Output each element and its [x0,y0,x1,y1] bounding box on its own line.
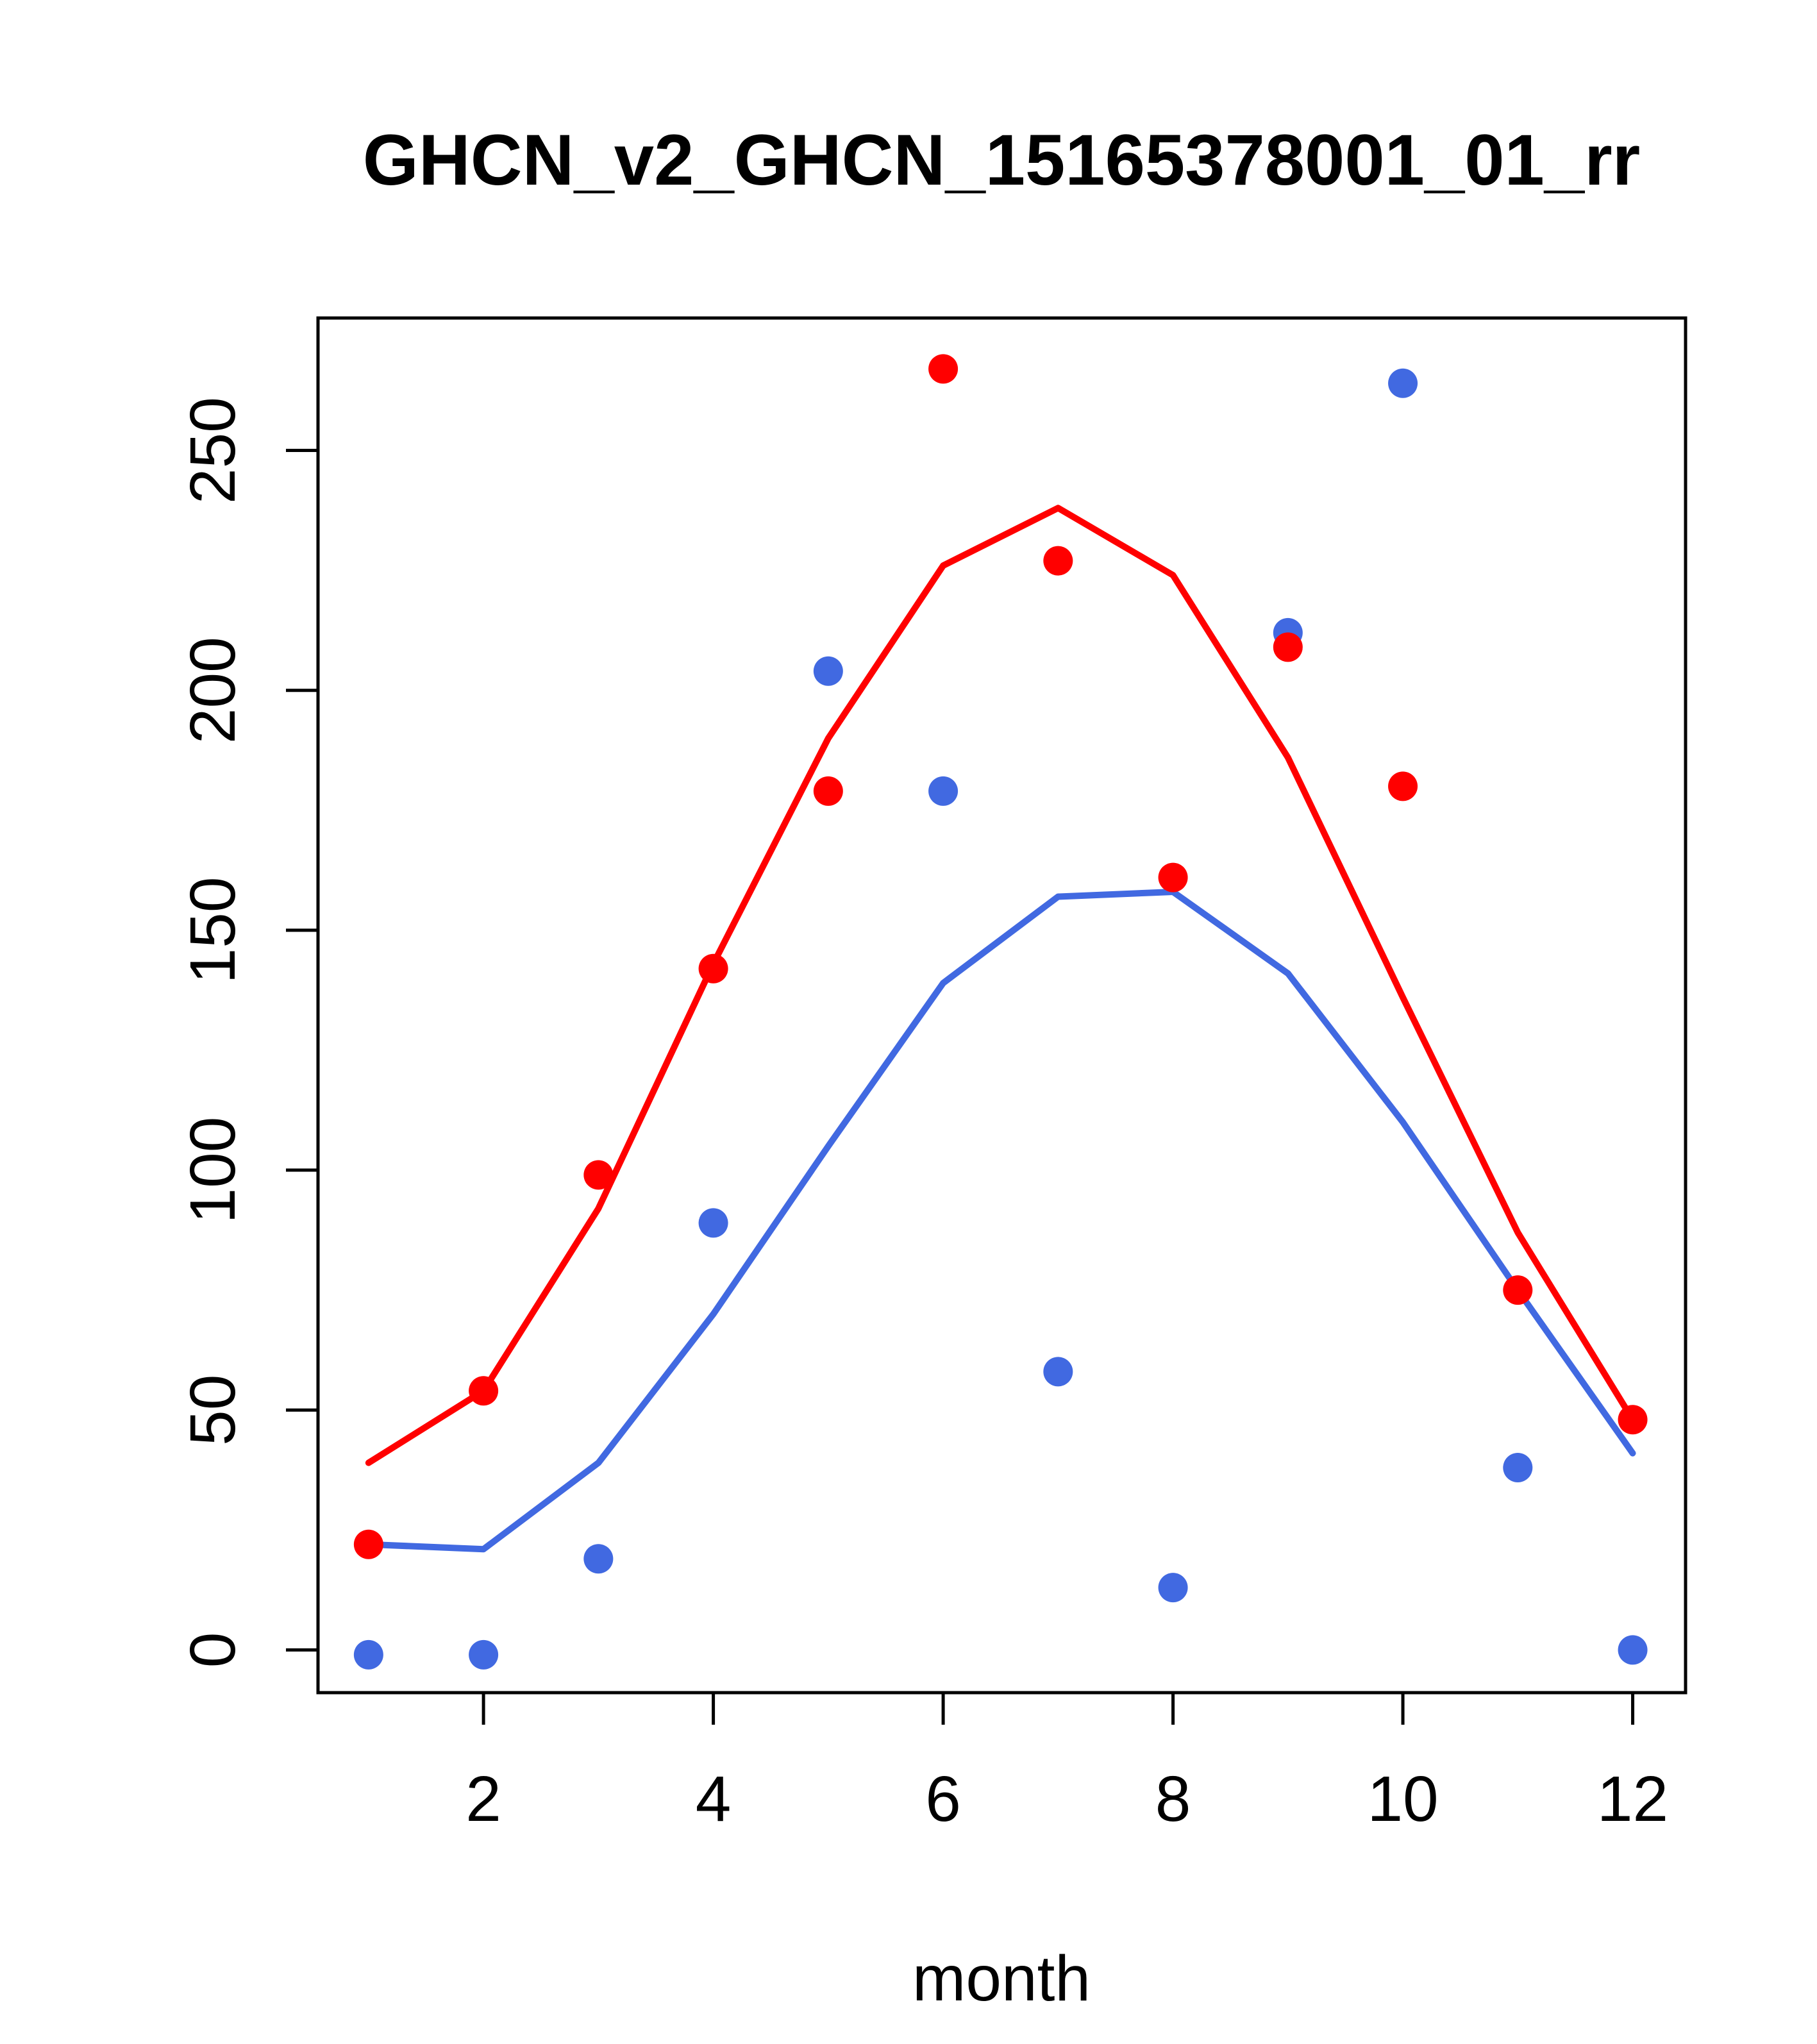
blue-points-point [1618,1635,1648,1665]
red-points-point [1503,1275,1533,1305]
red-points-point [469,1376,499,1406]
blue-points-point [1388,368,1418,398]
x-tick-label: 6 [925,1763,961,1835]
plot-border [316,316,1687,1695]
red-points-point [698,953,728,984]
y-tick-label: 100 [177,1117,249,1224]
y-tick-label: 250 [177,397,249,504]
plot-area: 2 4 6 8 10 12 0 50 100 150 200 250 [177,316,1687,1835]
red-points-point [928,354,959,384]
blue-points-point [698,1208,728,1238]
red-line [365,505,1636,1466]
blue-points-point [353,1639,383,1670]
blue-points-point [1158,1573,1188,1603]
blue-points-point [813,656,843,686]
red-points-point [583,1160,614,1190]
y-tick-label: 200 [177,637,249,744]
x-tick-label: 10 [1367,1763,1438,1835]
red-points-point [1273,632,1303,662]
x-axis-label: month [912,1943,1091,2015]
blue-points-point [928,776,959,806]
x-tick-label: 4 [696,1763,732,1835]
red-points-point [813,776,843,806]
x-tick-label: 2 [465,1763,501,1835]
x-tick-label: 8 [1155,1763,1191,1835]
blue-points-point [1043,1357,1073,1387]
red-points-point [353,1529,383,1559]
red-points-point [1388,771,1418,801]
y-tick-label: 50 [177,1375,249,1446]
blue-line [365,889,1636,1553]
blue-points-point [1503,1453,1533,1483]
y-tick-label: 0 [177,1632,249,1668]
chart-title: GHCN_v2_GHCN_15165378001_01_rr [363,120,1640,200]
red-points-point [1618,1405,1648,1435]
red-points-point [1158,862,1188,892]
x-tick-label: 12 [1597,1763,1668,1835]
red-points-point [1043,546,1073,576]
y-tick-label: 150 [177,876,249,984]
blue-points-point [583,1544,614,1574]
blue-points-point [469,1639,499,1670]
